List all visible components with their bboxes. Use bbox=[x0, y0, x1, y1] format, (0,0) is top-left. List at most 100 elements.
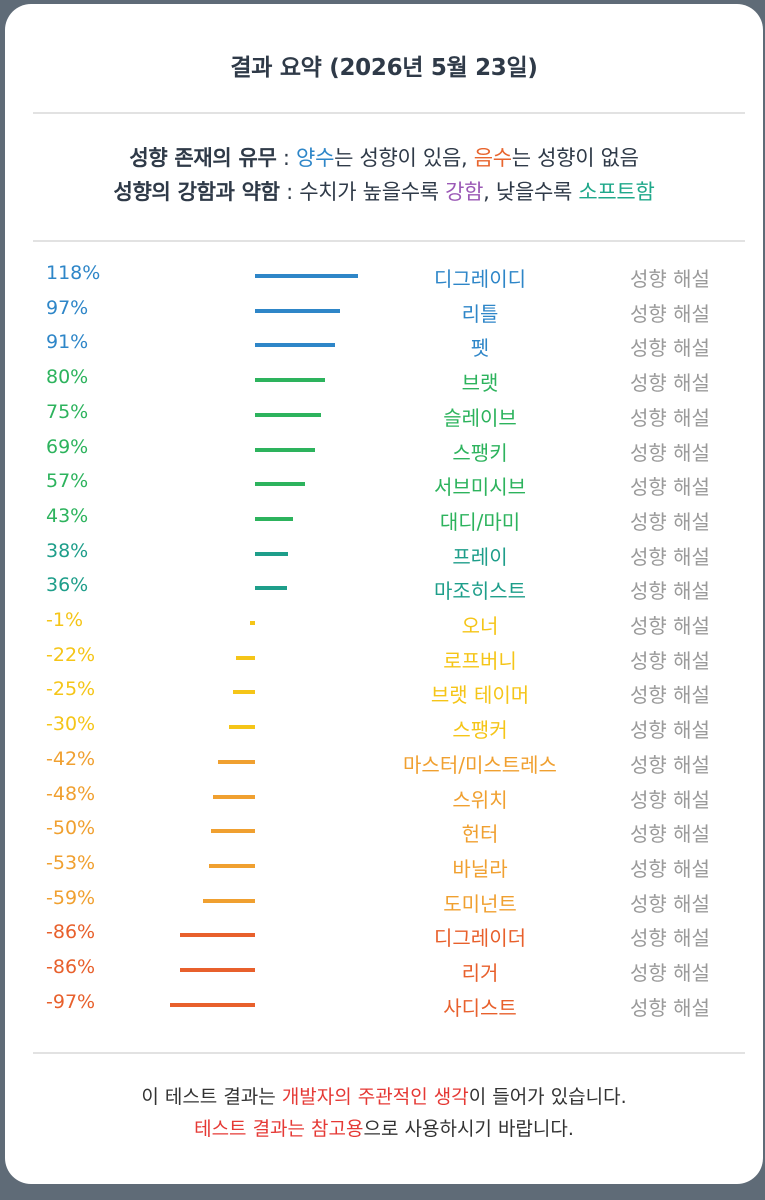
value-label: -59% bbox=[46, 886, 96, 909]
category-label: 마스터/미스트레스 bbox=[403, 752, 557, 777]
legend-strength-text1: 수치가 높을수록 bbox=[299, 180, 446, 204]
explain-link[interactable]: 성향 해설 bbox=[630, 544, 710, 569]
value-label: -30% bbox=[46, 713, 96, 736]
result-row: 80% 브랫 성향 해설 bbox=[5, 363, 763, 397]
explain-link[interactable]: 성향 해설 bbox=[630, 995, 710, 1020]
category-label: 리거 bbox=[461, 961, 499, 985]
result-row: 118% 디그레이디 성향 해설 bbox=[5, 259, 763, 293]
result-row: -30% 스팽커 성향 해설 bbox=[5, 710, 763, 744]
legend-sep: : bbox=[276, 146, 297, 170]
explain-link[interactable]: 성향 해설 bbox=[630, 822, 710, 847]
category-label: 디그레이디 bbox=[434, 267, 526, 291]
category-label: 브랫 bbox=[461, 371, 499, 396]
category-label: 도미넌트 bbox=[443, 891, 517, 916]
result-row: 38% 프레이 성향 해설 bbox=[5, 537, 763, 571]
footer-highlight-1: 개발자의 주관적인 생각 bbox=[281, 1086, 469, 1108]
explain-link[interactable]: 성향 해설 bbox=[630, 371, 710, 396]
explain-link[interactable]: 성향 해설 bbox=[630, 405, 710, 430]
bar bbox=[255, 308, 340, 313]
category-label: 바닐라 bbox=[452, 856, 508, 881]
bar bbox=[255, 274, 359, 278]
explain-link[interactable]: 성향 해설 bbox=[630, 961, 710, 985]
category-label: 대디/마미 bbox=[439, 509, 521, 534]
value-label: 69% bbox=[46, 435, 89, 458]
value-label: -42% bbox=[46, 747, 96, 770]
category-label: 디그레이더 bbox=[434, 926, 526, 951]
result-row: 97% 리틀 성향 해설 bbox=[5, 294, 763, 328]
explain-link[interactable]: 성향 해설 bbox=[630, 475, 710, 500]
value-label: -25% bbox=[46, 678, 96, 701]
page-title: 결과 요약 (2026년 5월 23일) bbox=[230, 55, 538, 81]
result-row: 43% 대디/마미 성향 해설 bbox=[5, 502, 763, 536]
explain-link[interactable]: 성향 해설 bbox=[630, 787, 710, 812]
legend-strength-text2: , 낮을수록 bbox=[483, 180, 579, 204]
explain-link[interactable]: 성향 해설 bbox=[630, 683, 710, 708]
bar bbox=[233, 690, 255, 695]
footer-text-c: 으로 사용하시기 바랍니다. bbox=[363, 1118, 574, 1140]
value-label: 36% bbox=[46, 574, 89, 597]
category-label: 스팽키 bbox=[452, 440, 508, 465]
bar bbox=[255, 482, 305, 487]
explain-link[interactable]: 성향 해설 bbox=[630, 614, 710, 638]
result-row: 75% 슬레이브 성향 해설 bbox=[5, 398, 763, 432]
legend-presence-label: 성향 존재의 유무 bbox=[129, 146, 277, 170]
result-row: 69% 스팽키 성향 해설 bbox=[5, 433, 763, 467]
value-label: 91% bbox=[46, 331, 89, 354]
value-label: -86% bbox=[46, 956, 96, 978]
bar bbox=[213, 794, 255, 799]
category-label: 서브미시브 bbox=[434, 475, 526, 500]
result-row: -25% 브랫 테이머 성향 해설 bbox=[5, 675, 763, 709]
legend-positive-text: 는 성향이 있음, bbox=[334, 146, 474, 170]
result-row: 57% 서브미시브 성향 해설 bbox=[5, 467, 763, 501]
value-label: 118% bbox=[46, 262, 101, 284]
explain-link[interactable]: 성향 해설 bbox=[630, 440, 710, 465]
value-label: -50% bbox=[46, 817, 96, 840]
explain-link[interactable]: 성향 해설 bbox=[630, 891, 710, 916]
category-label: 사디스트 bbox=[443, 995, 517, 1020]
explain-link[interactable]: 성향 해설 bbox=[630, 579, 710, 604]
result-row: -97% 사디스트 성향 해설 bbox=[5, 988, 763, 1022]
value-label: -48% bbox=[46, 782, 96, 805]
footer-text-b: 이 들어가 있습니다. bbox=[468, 1086, 627, 1108]
bar bbox=[208, 863, 255, 868]
bar bbox=[255, 412, 321, 417]
value-label: 43% bbox=[46, 504, 89, 527]
category-label: 슬레이브 bbox=[443, 405, 517, 430]
bar bbox=[203, 898, 255, 903]
explain-link[interactable]: 성향 해설 bbox=[630, 509, 710, 534]
value-label: -1% bbox=[46, 609, 83, 631]
result-row: -48% 스위치 성향 해설 bbox=[5, 780, 763, 814]
category-label: 브랫 테이머 bbox=[430, 683, 530, 708]
footer-line-2: 테스트 결과는 참고용으로 사용하시기 바랍니다. bbox=[5, 1114, 763, 1141]
explain-link[interactable]: 성향 해설 bbox=[630, 301, 710, 326]
result-row: -86% 디그레이더 성향 해설 bbox=[5, 918, 763, 952]
legend-strength-label: 성향의 강함과 약함 bbox=[113, 180, 280, 204]
value-label: 80% bbox=[46, 366, 89, 389]
category-label: 마조히스트 bbox=[434, 579, 526, 604]
category-label: 리틀 bbox=[461, 301, 499, 326]
explain-link[interactable]: 성향 해설 bbox=[630, 267, 710, 291]
footer-text-a: 이 테스트 결과는 bbox=[141, 1086, 282, 1108]
explain-link[interactable]: 성향 해설 bbox=[630, 856, 710, 881]
explain-link[interactable]: 성향 해설 bbox=[630, 926, 710, 951]
explain-link[interactable]: 성향 해설 bbox=[630, 752, 710, 777]
result-row: -50% 헌터 성향 해설 bbox=[5, 814, 763, 848]
result-row: 91% 펫 성향 해설 bbox=[5, 328, 763, 362]
legend-line-strength: 성향의 강함과 약함 : 수치가 높을수록 강함, 낮을수록 소프트함 bbox=[5, 176, 763, 206]
legend-soft: 소프트함 bbox=[578, 180, 655, 204]
category-label: 오너 bbox=[461, 614, 499, 638]
bar bbox=[179, 933, 255, 938]
legend-negative-text: 는 성향이 없음 bbox=[511, 146, 639, 170]
legend-sep: : bbox=[279, 180, 300, 204]
divider-legend bbox=[33, 240, 745, 242]
explain-link[interactable]: 성향 해설 bbox=[630, 718, 710, 743]
category-label: 로프버니 bbox=[443, 648, 517, 673]
footer-highlight-2: 테스트 결과는 참고용 bbox=[194, 1118, 364, 1140]
divider-bottom bbox=[33, 1052, 745, 1054]
result-card: 결과 요약 (2026년 5월 23일) 성향 존재의 유무 : 양수는 성향이… bbox=[5, 4, 763, 1184]
value-label: 97% bbox=[46, 296, 89, 319]
explain-link[interactable]: 성향 해설 bbox=[630, 336, 710, 361]
explain-link[interactable]: 성향 해설 bbox=[630, 648, 710, 673]
bar bbox=[179, 968, 255, 972]
footer-line-1: 이 테스트 결과는 개발자의 주관적인 생각이 들어가 있습니다. bbox=[5, 1082, 763, 1109]
